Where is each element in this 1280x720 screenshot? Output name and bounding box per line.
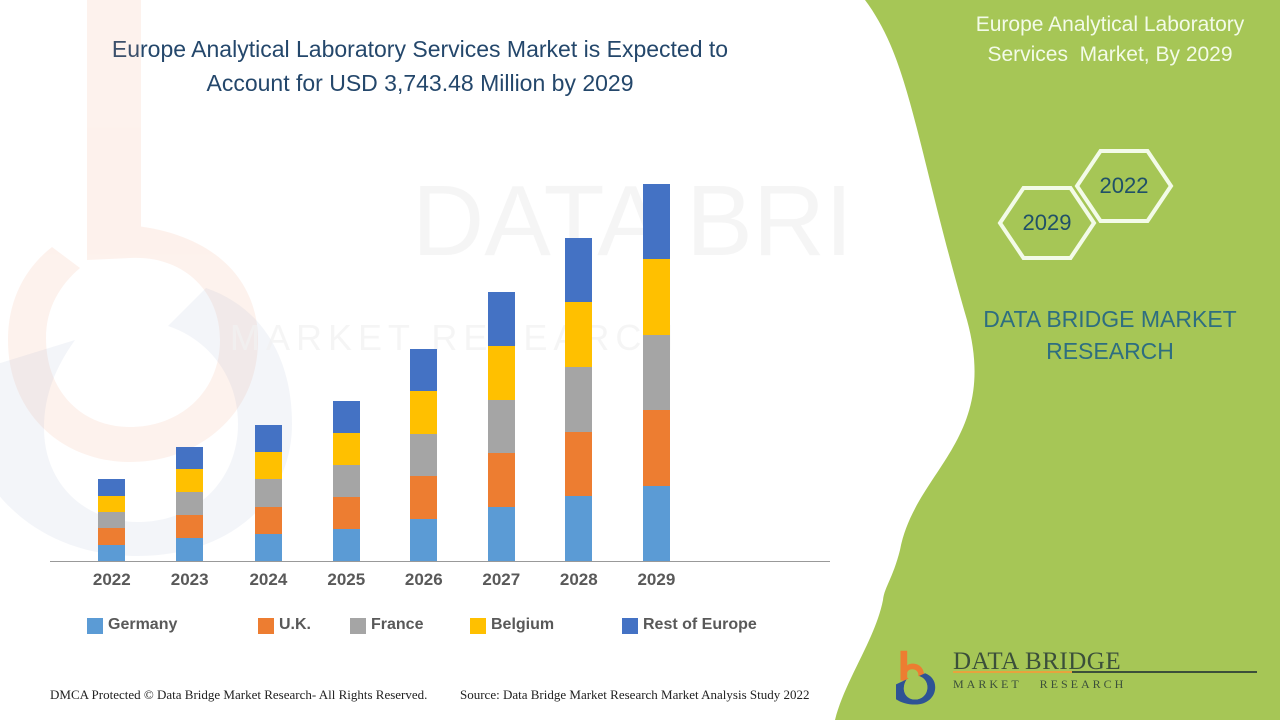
svg-text:2029: 2029	[1023, 210, 1072, 235]
svg-text:2022: 2022	[1100, 173, 1149, 198]
